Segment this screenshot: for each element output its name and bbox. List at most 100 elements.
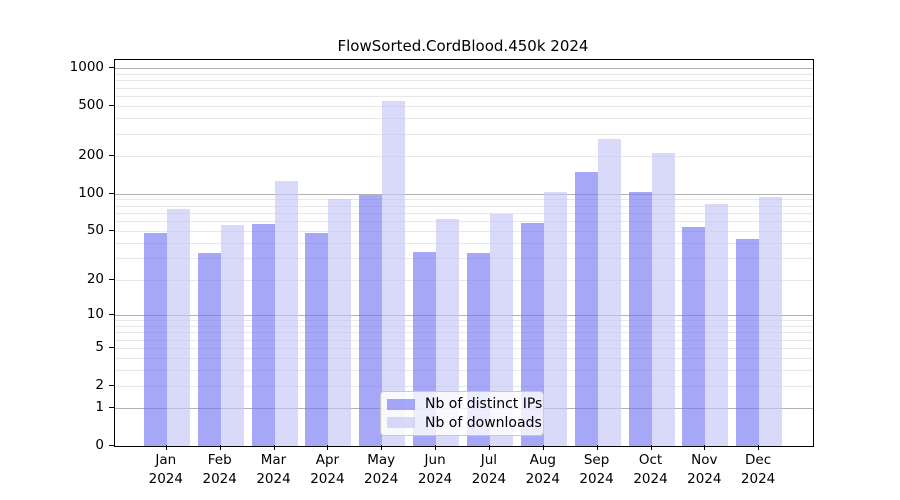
x-tick-year: 2024 bbox=[525, 471, 560, 487]
y-tick-mark bbox=[109, 407, 114, 409]
x-tick-label-jul: Jul 2024 bbox=[453, 451, 525, 489]
legend-label-distinct-ips: Nb of distinct IPs bbox=[425, 396, 543, 413]
x-tick-year: 2024 bbox=[579, 471, 614, 487]
y-tick-label: 0 bbox=[95, 437, 104, 453]
y-tick-mark bbox=[109, 384, 114, 386]
bar-distinct-ips-jan bbox=[143, 233, 167, 446]
x-tick-mark bbox=[758, 445, 760, 450]
legend-swatch-distinct-ips bbox=[387, 398, 415, 410]
x-tick-year: 2024 bbox=[148, 471, 183, 487]
plot-area: Nb of distinct IPs Nb of downloads bbox=[114, 59, 814, 447]
bar-downloads-dec bbox=[759, 196, 783, 446]
x-tick-mark bbox=[327, 445, 329, 450]
y-tick-mark bbox=[109, 67, 114, 69]
y-tick-label: 100 bbox=[78, 184, 104, 201]
x-tick-label-aug: Aug 2024 bbox=[507, 451, 579, 489]
x-tick-label-nov: Nov 2024 bbox=[668, 451, 740, 489]
y-tick-mark bbox=[109, 313, 114, 315]
bar-distinct-ips-nov bbox=[682, 226, 706, 446]
gridline-minor bbox=[115, 212, 813, 214]
x-tick-year: 2024 bbox=[310, 471, 345, 487]
bar-downloads-mar bbox=[274, 180, 298, 446]
legend: Nb of distinct IPs Nb of downloads bbox=[380, 391, 544, 436]
gridline-minor bbox=[115, 205, 813, 207]
gridline-minor bbox=[115, 87, 813, 89]
x-tick-label-mar: Mar 2024 bbox=[238, 451, 310, 489]
x-tick-month: May bbox=[367, 452, 396, 468]
x-tick-mark bbox=[704, 445, 706, 450]
bar-distinct-ips-mar bbox=[251, 223, 275, 446]
x-tick-label-jun: Jun 2024 bbox=[399, 451, 471, 489]
x-tick-mark bbox=[650, 445, 652, 450]
gridline-minor bbox=[115, 156, 813, 157]
x-tick-year: 2024 bbox=[202, 471, 237, 487]
gridline-minor bbox=[115, 339, 813, 341]
y-tick-label: 1000 bbox=[69, 59, 104, 76]
x-tick-month: Sep bbox=[583, 452, 610, 468]
x-tick-mark bbox=[596, 445, 598, 450]
x-tick-month: Jan bbox=[155, 452, 177, 468]
bar-downloads-jun bbox=[436, 218, 460, 446]
x-tick-label-feb: Feb 2024 bbox=[184, 451, 256, 489]
x-tick-label-oct: Oct 2024 bbox=[615, 451, 687, 489]
gridline-minor bbox=[115, 325, 813, 327]
legend-label-downloads: Nb of downloads bbox=[425, 414, 542, 431]
gridline-minor bbox=[115, 320, 813, 322]
gridline-minor bbox=[115, 73, 813, 75]
gridline-minor bbox=[115, 358, 813, 359]
y-tick-label: 10 bbox=[86, 305, 104, 322]
x-tick-month: Mar bbox=[260, 452, 287, 468]
x-tick-year: 2024 bbox=[364, 471, 399, 487]
bar-downloads-oct bbox=[651, 153, 675, 446]
x-tick-month: Nov bbox=[691, 452, 718, 468]
x-tick-month: Apr bbox=[315, 452, 340, 468]
gridline-minor bbox=[115, 279, 813, 281]
y-tick-mark bbox=[109, 278, 114, 280]
gridline-minor bbox=[115, 106, 813, 107]
x-tick-mark bbox=[488, 445, 490, 450]
y-tick-label: 50 bbox=[86, 222, 104, 238]
gridline-major bbox=[115, 193, 813, 195]
bar-downloads-aug bbox=[543, 191, 567, 446]
x-tick-month: Dec bbox=[745, 452, 772, 468]
gridline-minor bbox=[115, 133, 813, 135]
x-tick-label-apr: Apr 2024 bbox=[291, 451, 363, 489]
bar-downloads-may bbox=[382, 101, 406, 446]
legend-item-distinct-ips: Nb of distinct IPs bbox=[387, 396, 542, 412]
x-tick-month: Jul bbox=[480, 452, 498, 468]
x-tick-year: 2024 bbox=[633, 471, 668, 487]
x-tick-year: 2024 bbox=[687, 471, 722, 487]
gridline-minor bbox=[115, 118, 813, 120]
x-tick-mark bbox=[273, 445, 275, 450]
x-tick-year: 2024 bbox=[417, 471, 453, 487]
bar-downloads-nov bbox=[705, 203, 729, 446]
bar-distinct-ips-oct bbox=[628, 191, 652, 446]
bar-distinct-ips-sep bbox=[574, 172, 598, 446]
gridline-minor bbox=[115, 348, 813, 349]
y-tick-mark bbox=[109, 230, 114, 231]
gridline-minor bbox=[115, 231, 813, 232]
gridline-minor bbox=[115, 332, 813, 334]
bar-downloads-jul bbox=[489, 213, 513, 446]
bar-downloads-apr bbox=[328, 199, 352, 446]
gridline-major bbox=[115, 68, 813, 70]
gridline-major bbox=[115, 314, 813, 316]
y-tick-label: 200 bbox=[78, 147, 104, 163]
x-tick-year: 2024 bbox=[740, 471, 776, 487]
bar-distinct-ips-feb bbox=[197, 253, 221, 446]
x-tick-month: Aug bbox=[529, 452, 556, 468]
gridline-minor bbox=[115, 221, 813, 223]
gridline-minor bbox=[115, 370, 813, 372]
x-tick-month: Feb bbox=[207, 452, 232, 468]
chart-title: FlowSorted.CordBlood.450k 2024 bbox=[337, 37, 589, 55]
y-tick-mark bbox=[109, 192, 114, 194]
x-tick-mark bbox=[435, 445, 437, 450]
gridline-minor bbox=[115, 242, 813, 244]
bar-distinct-ips-apr bbox=[305, 233, 329, 446]
x-tick-month: Jun bbox=[424, 452, 446, 468]
x-tick-year: 2024 bbox=[471, 471, 507, 487]
bar-downloads-sep bbox=[597, 139, 621, 446]
x-tick-mark bbox=[542, 445, 544, 450]
x-tick-month: Oct bbox=[638, 452, 663, 468]
